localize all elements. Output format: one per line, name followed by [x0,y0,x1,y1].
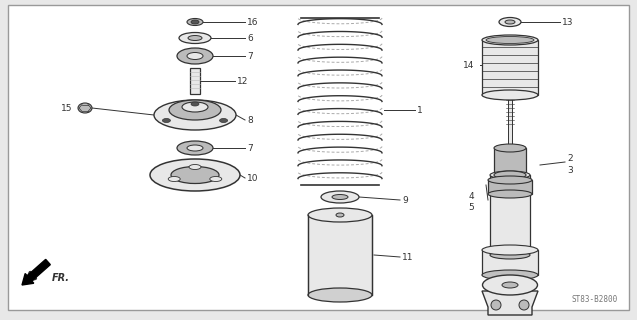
Text: 14: 14 [462,60,474,69]
Text: 7: 7 [247,52,253,60]
Bar [482,40,538,95]
Ellipse shape [308,208,372,222]
Ellipse shape [336,213,344,217]
Text: 6: 6 [247,34,253,43]
Text: 8: 8 [247,116,253,124]
Ellipse shape [187,19,203,26]
Ellipse shape [169,100,221,120]
Text: 13: 13 [562,18,573,27]
Bar [494,148,526,175]
Ellipse shape [191,20,199,24]
Ellipse shape [210,177,222,181]
Ellipse shape [189,164,201,170]
Ellipse shape [191,102,199,106]
Text: FR.: FR. [52,273,70,283]
Ellipse shape [308,288,372,302]
Ellipse shape [220,118,227,123]
Ellipse shape [187,145,203,151]
Ellipse shape [505,20,515,24]
FancyArrow shape [22,260,50,285]
Text: 16: 16 [247,18,259,27]
Polygon shape [482,291,538,315]
Text: 11: 11 [402,252,413,261]
Ellipse shape [502,282,518,288]
Ellipse shape [482,35,538,45]
Ellipse shape [187,52,203,60]
Ellipse shape [182,102,208,112]
Ellipse shape [486,36,534,44]
Ellipse shape [168,177,180,181]
Ellipse shape [488,190,532,198]
Ellipse shape [162,118,171,123]
Text: 4: 4 [468,191,474,201]
Text: 15: 15 [61,103,72,113]
Bar [488,180,532,194]
Ellipse shape [482,245,538,255]
Ellipse shape [321,191,359,203]
Bar [308,215,372,295]
Text: 10: 10 [247,173,259,182]
Ellipse shape [179,33,211,44]
Ellipse shape [177,48,213,64]
Ellipse shape [482,270,538,280]
Ellipse shape [494,171,526,179]
Text: 12: 12 [237,76,248,85]
Text: 3: 3 [567,165,573,174]
Ellipse shape [332,195,348,199]
Ellipse shape [494,144,526,152]
Text: ST83-B2800: ST83-B2800 [572,295,618,304]
Text: 2: 2 [567,154,573,163]
Ellipse shape [499,18,521,27]
Bar [508,98,512,155]
Ellipse shape [490,251,530,259]
Text: 5: 5 [468,203,474,212]
Ellipse shape [490,171,530,179]
Ellipse shape [482,275,538,295]
Ellipse shape [154,100,236,130]
Ellipse shape [78,103,92,113]
Ellipse shape [188,36,202,41]
Ellipse shape [171,166,219,183]
Circle shape [491,300,501,310]
Bar [490,175,530,255]
Bar [482,250,538,275]
Ellipse shape [150,159,240,191]
Text: 1: 1 [417,106,423,115]
Text: 7: 7 [247,143,253,153]
Text: 9: 9 [402,196,408,204]
Ellipse shape [177,141,213,155]
Ellipse shape [488,176,532,184]
Circle shape [519,300,529,310]
Bar [190,68,200,94]
Ellipse shape [482,90,538,100]
